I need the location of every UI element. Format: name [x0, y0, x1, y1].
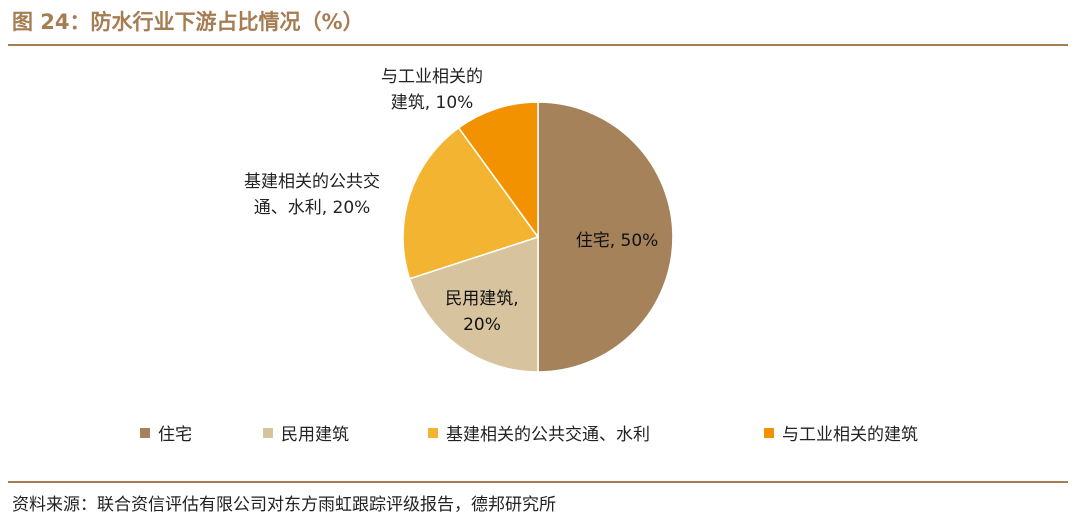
title-divider: [8, 44, 1068, 46]
legend-item-industrial: 与工业相关的建筑: [764, 420, 918, 445]
legend-label-residential: 住宅: [158, 425, 192, 445]
slice-label-civil: 民用建筑, 20%: [445, 289, 518, 335]
source-note: 资料来源：联合资信评估有限公司对东方雨虹跟踪评级报告，德邦研究所: [12, 495, 556, 515]
source-divider: [8, 481, 1068, 483]
slice-label-residential: 住宅, 50%: [576, 231, 659, 251]
pie-slice-civil: [408, 235, 539, 373]
legend-swatch-civil: [263, 427, 273, 438]
chart-legend: 住宅 民用建筑 基建相关的公共交通、水利 与工业相关的建筑: [0, 420, 1080, 445]
pie-slice-industrial: [457, 101, 539, 240]
legend-label-industrial: 与工业相关的建筑: [782, 425, 918, 445]
pie-chart: 住宅, 50% 民用建筑, 20% 基建相关的公共交通、水利, 20% 与工业相关的建筑…: [244, 67, 674, 373]
legend-label-civil: 民用建筑: [281, 425, 349, 445]
legend-item-infrastructure: 基建相关的公共交通、水利: [428, 420, 650, 445]
legend-swatch-industrial: [764, 427, 774, 438]
legend-item-residential: 住宅: [140, 420, 192, 445]
pie-slice-infrastructure: [402, 126, 540, 280]
legend-item-civil: 民用建筑: [263, 420, 349, 445]
legend-swatch-infrastructure: [428, 427, 438, 438]
pie-slice-residential: [537, 101, 674, 373]
chart-title: 图 24：防水行业下游占比情况（%）: [12, 10, 364, 34]
slice-label-industrial: 与工业相关的建筑, 10%: [381, 67, 483, 113]
legend-label-infrastructure: 基建相关的公共交通、水利: [446, 425, 650, 445]
legend-swatch-residential: [140, 427, 150, 438]
slice-label-infrastructure: 基建相关的公共交通、水利, 20%: [244, 172, 380, 218]
